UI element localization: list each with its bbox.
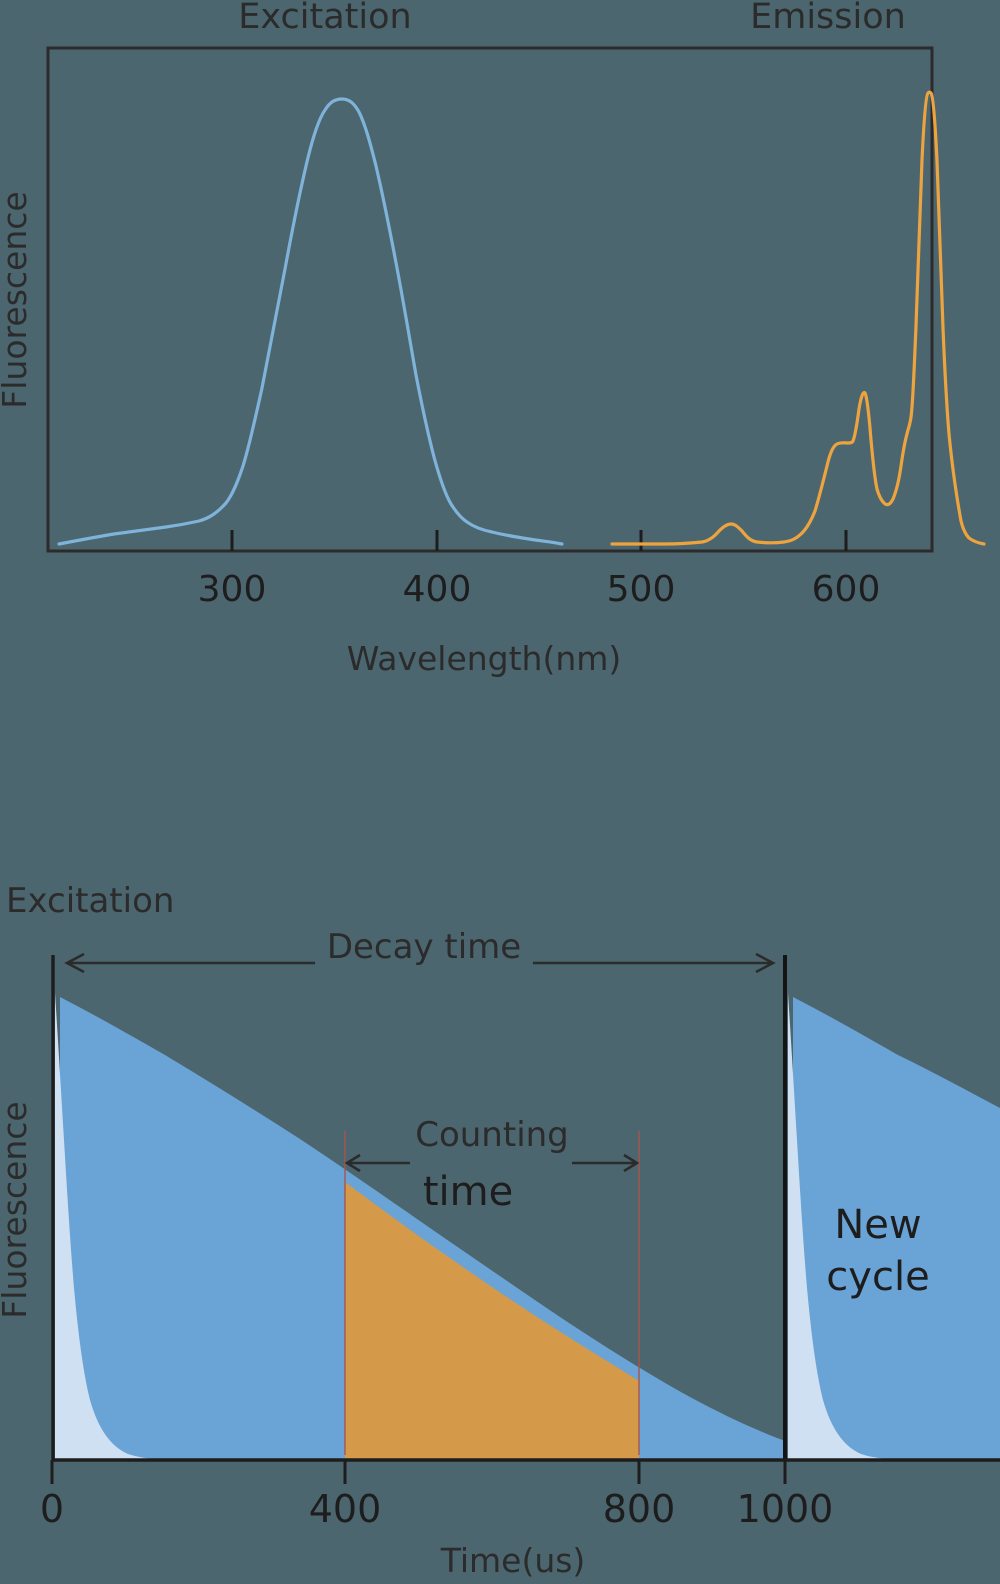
spectra-title-emission: Emission xyxy=(750,0,906,37)
decay-tick-1000: 1000 xyxy=(737,1487,834,1531)
decay-time-label: Decay time xyxy=(327,927,521,967)
spectra-tick-400: 400 xyxy=(403,569,472,610)
decay-tick-400: 400 xyxy=(309,1487,382,1531)
excitation-pulse-fill-cycle2 xyxy=(788,993,923,1460)
decay-tick-800: 800 xyxy=(603,1487,676,1531)
decay-tick-0: 0 xyxy=(40,1487,64,1531)
new-cycle-label-line2: cycle xyxy=(826,1254,929,1300)
spectra-plot-frame xyxy=(46,46,934,553)
excitation-spectrum-curve xyxy=(57,97,564,546)
new-cycle-label-line1: New xyxy=(834,1202,921,1248)
fluorescence-decay-fill-cycle2 xyxy=(793,997,1000,1460)
excitation-pulse-fill-cycle1 xyxy=(55,993,190,1460)
spectra-tick-600: 600 xyxy=(812,569,881,610)
decay-time-annotation: Decay time xyxy=(64,927,776,974)
decay-panel: Excitation xyxy=(0,881,1000,1580)
spectra-x-axis-label: Wavelength(nm) xyxy=(347,639,622,678)
fluorescence-decay-fill-cycle1 xyxy=(60,997,785,1460)
counting-time-label-line1: Counting xyxy=(415,1115,569,1155)
decay-label-excitation: Excitation xyxy=(6,881,174,921)
counting-time-label-line2: time xyxy=(423,1169,513,1215)
counting-time-annotation: Counting time xyxy=(344,1115,640,1215)
spectra-tick-300: 300 xyxy=(198,569,267,610)
spectra-y-axis-label: Fluorescence xyxy=(0,191,34,408)
decay-x-ticks xyxy=(50,1460,787,1484)
emission-spectrum-curve xyxy=(610,90,986,546)
decay-x-axis-label: Time(us) xyxy=(440,1541,586,1580)
spectra-x-ticks xyxy=(230,530,848,551)
counting-window-fill xyxy=(345,1182,639,1460)
spectra-title-excitation: Excitation xyxy=(238,0,411,37)
new-cycle-annotation: New cycle xyxy=(826,1202,929,1300)
spectra-tick-500: 500 xyxy=(607,569,676,610)
decay-y-axis-label: Fluorescence xyxy=(0,1101,34,1318)
spectra-panel: Excitation Emission 300 400 500 600 Wave… xyxy=(0,0,986,678)
